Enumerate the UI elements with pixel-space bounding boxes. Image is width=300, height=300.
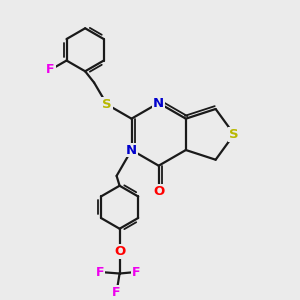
Text: O: O — [153, 184, 164, 198]
Text: S: S — [229, 128, 239, 141]
Text: F: F — [112, 286, 121, 298]
Text: N: N — [153, 97, 164, 110]
Text: O: O — [114, 244, 125, 258]
Text: S: S — [102, 98, 112, 111]
Text: F: F — [96, 266, 104, 278]
Text: F: F — [132, 266, 140, 278]
Text: N: N — [126, 143, 137, 157]
Text: F: F — [46, 63, 55, 76]
